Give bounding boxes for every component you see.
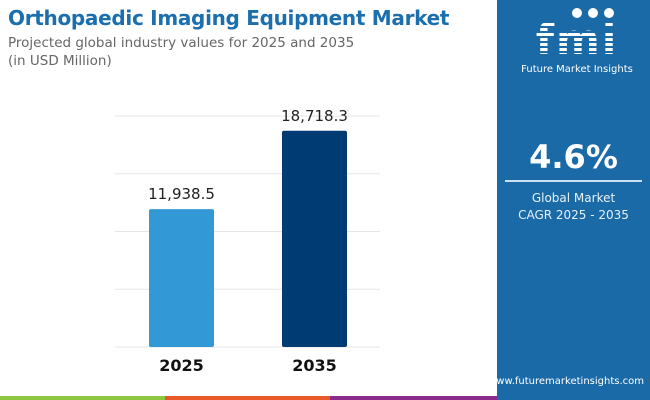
bar-2035 xyxy=(282,130,347,347)
subtitle-line-2: (in USD Million) xyxy=(8,53,112,69)
stripe-green xyxy=(0,396,165,400)
bar-2025 xyxy=(149,209,214,347)
cagr-label-line-1: Global Market xyxy=(531,191,616,205)
cagr-label: Global Market CAGR 2025 - 2035 xyxy=(497,190,650,224)
stripe-orange xyxy=(165,396,330,400)
logo-globe-icons xyxy=(572,8,614,18)
cagr-panel: fmi Future Market Insights 4.6% Global M… xyxy=(488,0,650,400)
x-tick-label: 2025 xyxy=(159,356,204,375)
cagr-value: 4.6% xyxy=(529,138,618,176)
divider xyxy=(505,180,642,182)
x-tick-label: 2035 xyxy=(292,356,337,375)
fmi-logo: fmi Future Market Insights xyxy=(517,8,637,75)
data-label: 18,718.3 xyxy=(281,107,348,125)
chart-title: Orthopaedic Imaging Equipment Market xyxy=(8,6,450,30)
chart-subtitle: Projected global industry values for 202… xyxy=(8,34,354,70)
cagr-label-line-2: CAGR 2025 - 2035 xyxy=(518,208,629,222)
website-link[interactable]: www.futuremarketinsights.com xyxy=(488,376,644,387)
bar-chart: 11,938.5 2025 18,718.3 2035 xyxy=(115,107,380,375)
data-label: 11,938.5 xyxy=(148,185,215,203)
subtitle-line-1: Projected global industry values for 202… xyxy=(8,35,355,51)
stripe-purple xyxy=(330,396,497,400)
logo-mark: fmi xyxy=(517,18,637,62)
logo-brand-text: Future Market Insights xyxy=(521,64,633,75)
